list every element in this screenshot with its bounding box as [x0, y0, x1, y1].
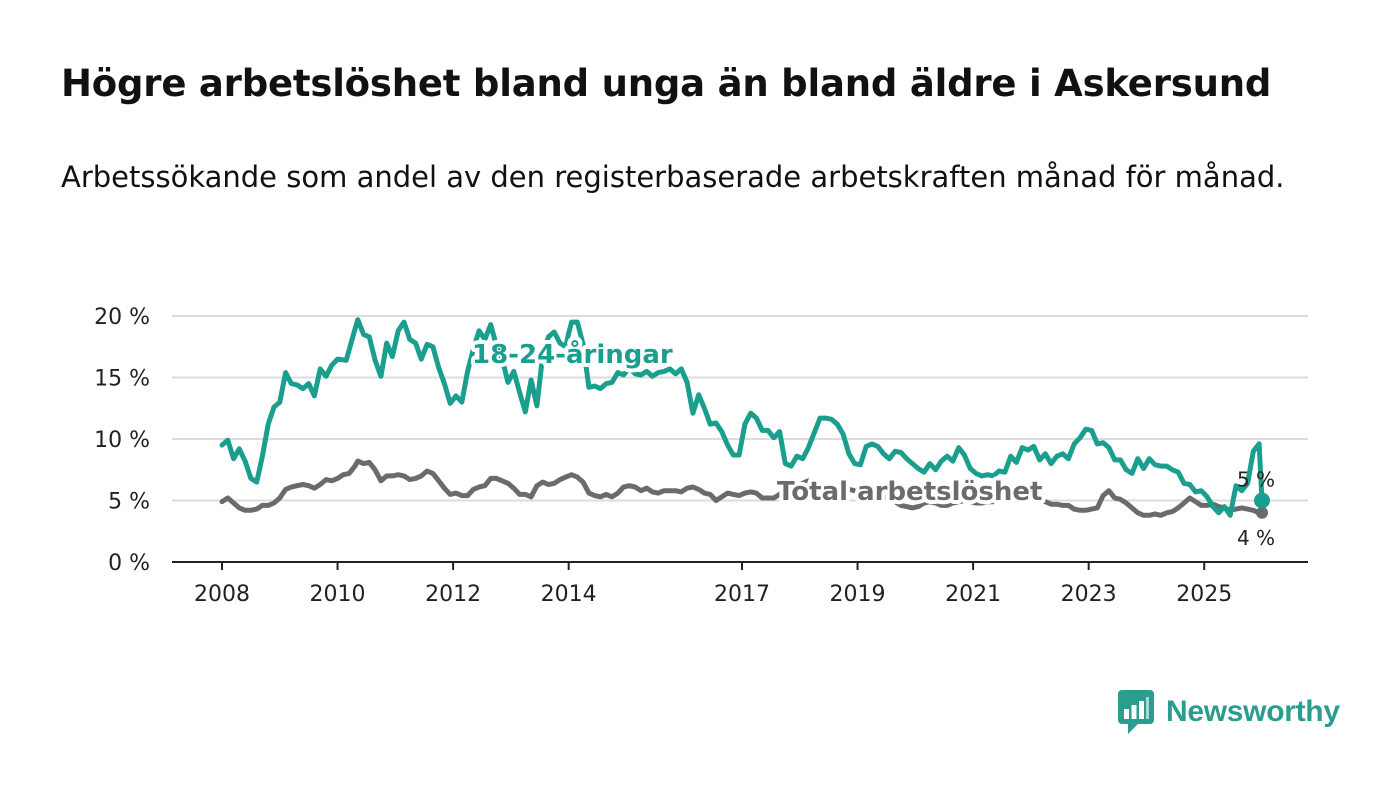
axes: 0 % 5 % 10 % 15 % 20 % 2008 2010 2012 2014 2017 20…	[94, 305, 1308, 607]
x-tick-label: 2017	[714, 582, 770, 607]
y-tick-label: 0 %	[108, 551, 150, 576]
chart-title: Högre arbetslöshet bland unga än bland ä…	[61, 62, 1272, 105]
y-tick-label: 10 %	[94, 428, 150, 453]
series-line-total	[219, 458, 1265, 518]
x-tick-label: 2012	[425, 582, 481, 607]
endpoint-marker-total	[1256, 506, 1268, 519]
x-tick-label: 2025	[1176, 582, 1232, 607]
x-tick-label: 2014	[541, 582, 597, 607]
series-labels: 5 % 4 % 18-24-åringar Total arbetslöshet	[468, 334, 1275, 550]
y-tick-label: 20 %	[94, 305, 150, 330]
newsworthy-logo: Newsworthy	[1118, 690, 1340, 734]
x-tick-label: 2023	[1061, 582, 1117, 607]
chart-subtitle: Arbetssökande som andel av den registerb…	[61, 160, 1285, 194]
y-tick-label: 15 %	[94, 367, 150, 392]
y-tick-label: 5 %	[108, 490, 150, 515]
x-tick-label: 2008	[194, 582, 250, 607]
x-tick-label: 2021	[945, 582, 1001, 607]
series-lines	[219, 317, 1270, 519]
endpoint-marker-18-24	[1254, 492, 1270, 509]
newsworthy-wordmark: Newsworthy	[1166, 695, 1340, 728]
x-tick-label: 2019	[830, 582, 886, 607]
series-label-18-24: 18-24-åringar	[472, 338, 673, 370]
x-tick-label: 2010	[310, 582, 366, 607]
newsworthy-logo-icon	[1118, 690, 1154, 734]
series-line-18-24	[219, 317, 1265, 518]
series-label-total: Total arbetslöshet	[777, 477, 1042, 507]
end-value-label-18-24: 5 %	[1237, 468, 1275, 492]
end-value-label-total: 4 %	[1237, 526, 1275, 550]
